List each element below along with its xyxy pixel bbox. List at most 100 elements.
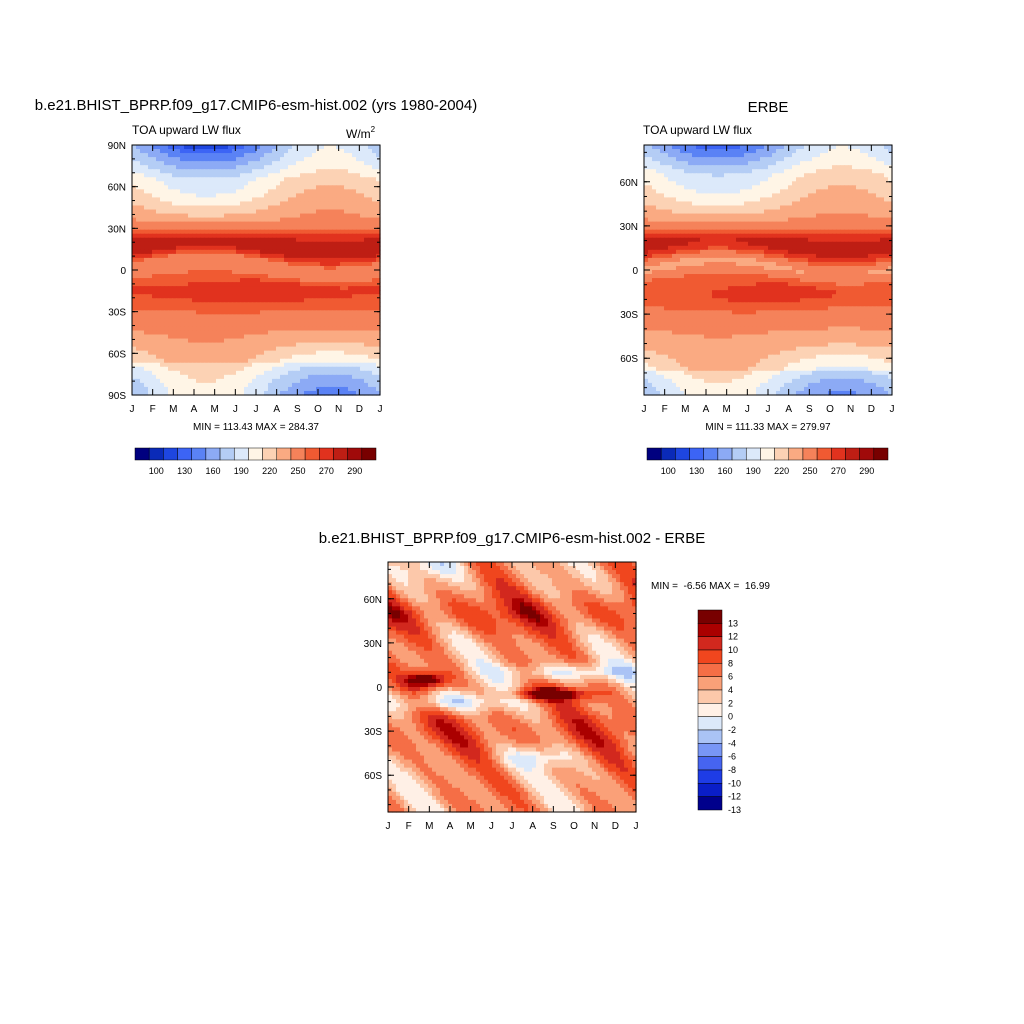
field-cell xyxy=(356,213,361,219)
field-cell xyxy=(368,229,373,235)
field-cell xyxy=(144,362,149,368)
field-cell xyxy=(372,153,377,158)
field-cell xyxy=(348,310,353,315)
field-cell xyxy=(164,181,169,186)
field-cell xyxy=(824,193,829,199)
field-cell xyxy=(240,346,245,352)
field-cell xyxy=(252,241,257,247)
field-cell xyxy=(340,342,345,348)
field-cell xyxy=(372,318,377,324)
field-cell xyxy=(300,278,305,283)
field-cell xyxy=(292,282,297,287)
field-cell xyxy=(776,197,781,203)
field-cell xyxy=(228,310,233,315)
field-cell xyxy=(196,265,201,271)
field-cell xyxy=(364,237,369,243)
field-cell xyxy=(324,197,329,203)
field-cell xyxy=(236,257,241,263)
field-cell xyxy=(376,237,381,243)
field-cell xyxy=(372,294,377,299)
field-cell xyxy=(364,362,369,368)
field-cell xyxy=(252,233,257,239)
field-cell xyxy=(144,366,149,372)
field-cell xyxy=(320,245,325,251)
field-cell xyxy=(280,370,285,376)
field-cell xyxy=(740,201,745,207)
field-cell xyxy=(348,229,353,235)
field-cell xyxy=(832,177,837,182)
field-cell xyxy=(360,197,365,203)
field-cell xyxy=(172,334,177,340)
field-cell xyxy=(180,237,185,243)
field-cell xyxy=(184,225,189,231)
field-cell xyxy=(200,298,205,303)
field-cell xyxy=(756,157,761,162)
field-cell xyxy=(676,193,681,199)
field-cell xyxy=(232,225,237,231)
field-cell xyxy=(292,149,297,154)
field-cell xyxy=(320,157,325,162)
field-cell xyxy=(236,153,241,158)
colorbar-swatch xyxy=(319,447,334,461)
field-cell xyxy=(712,157,717,162)
field-cell xyxy=(220,185,225,190)
field-cell xyxy=(224,322,229,328)
field-cell xyxy=(320,169,325,174)
field-cell xyxy=(164,382,169,388)
field-cell xyxy=(188,249,193,255)
field-cell xyxy=(684,145,689,150)
field-cell xyxy=(252,374,257,380)
field-cell xyxy=(144,314,149,319)
field-cell xyxy=(312,278,317,283)
field-cell xyxy=(252,362,257,368)
field-cell xyxy=(136,213,141,219)
field-cell xyxy=(252,306,257,311)
field-cell xyxy=(256,221,261,227)
field-cell xyxy=(268,282,273,287)
field-cell xyxy=(644,149,649,154)
field-cell xyxy=(776,149,781,154)
field-cell xyxy=(332,157,337,162)
field-cell xyxy=(132,278,137,283)
field-cell xyxy=(172,217,177,223)
field-cell xyxy=(224,189,229,194)
field-cell xyxy=(228,350,233,356)
field-cell xyxy=(300,157,305,162)
field-cell xyxy=(268,245,273,251)
field-cell xyxy=(368,173,373,178)
field-cell xyxy=(136,173,141,178)
field-cell xyxy=(260,185,265,190)
field-cell xyxy=(232,278,237,283)
field-cell xyxy=(164,149,169,154)
field-cell xyxy=(216,165,221,170)
field-cell xyxy=(316,169,321,174)
field-cell xyxy=(240,362,245,368)
field-cell xyxy=(140,330,145,336)
field-cell xyxy=(140,386,145,392)
field-cell xyxy=(772,197,777,203)
field-cell xyxy=(196,350,201,356)
field-cell xyxy=(168,334,173,340)
field-cell xyxy=(140,261,145,267)
field-cell xyxy=(280,145,285,150)
x-tick-label: J xyxy=(233,404,238,415)
field-cell xyxy=(196,342,201,348)
field-cell xyxy=(360,201,365,207)
field-cell xyxy=(188,318,193,324)
field-cell xyxy=(308,362,313,368)
field-cell xyxy=(348,213,353,219)
field-cell xyxy=(324,201,329,207)
field-cell xyxy=(716,145,721,150)
field-cell xyxy=(284,298,289,303)
field-cell xyxy=(212,253,217,259)
field-cell xyxy=(296,322,301,328)
field-cell xyxy=(768,177,773,182)
field-cell xyxy=(644,173,649,178)
field-cell xyxy=(256,362,261,368)
field-cell xyxy=(888,149,893,154)
field-cell xyxy=(356,330,361,336)
field-cell xyxy=(732,153,737,158)
field-cell xyxy=(232,342,237,348)
field-cell xyxy=(244,253,249,259)
field-cell xyxy=(272,237,277,243)
